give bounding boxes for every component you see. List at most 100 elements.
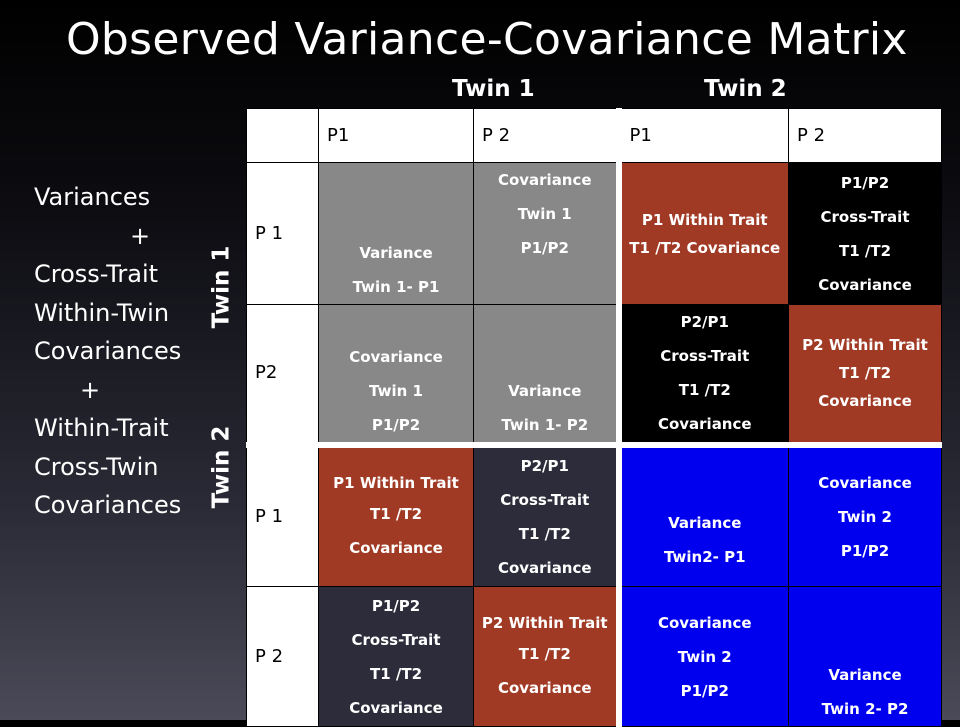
cell-line: Covariance [818, 275, 912, 294]
cell-line: Twin 1 [369, 381, 423, 400]
cell-line: T1 /T2 [369, 504, 423, 523]
row-header-cell: P 1 [246, 441, 319, 587]
row-header-cell: P 2 [246, 586, 319, 727]
cell-line: Variance [508, 381, 582, 400]
cell-text: Variance Twin2- P1 [622, 506, 789, 586]
cell-line: Variance [359, 244, 433, 262]
matrix-cell: P2/P1 Cross-Trait T1 /T2 Covariance [473, 441, 619, 587]
cell-line: Variance [668, 514, 742, 532]
cell-line: Twin 2 [677, 647, 732, 666]
cell-text: P1 Within Trait T1 /T2 Covariance [319, 469, 473, 565]
cell-line: P2 Within Trait [481, 613, 608, 632]
cell-line: Covariance [349, 698, 443, 717]
side-legend-item: Within-Trait [34, 414, 169, 442]
matrix-cell: Covariance Twin 1 P1/P2 [318, 304, 474, 445]
cell-line: Twin 2 [838, 507, 892, 526]
cell-line: P1/P2 [371, 415, 421, 434]
side-legend-plus: + [130, 221, 151, 250]
cell-text: Covariance Twin 1 P1/P2 [319, 340, 473, 442]
cell-text: P2 Within Trait T1 /T2 Covariance [789, 331, 941, 415]
cell-line: P2/P1 [520, 456, 569, 475]
side-legend-plus: + [80, 375, 101, 404]
cell-line: P2 Within Trait [802, 336, 928, 355]
matrix-cell: P1/P2 Cross-Trait T1 /T2 Covariance [788, 162, 942, 305]
cell-line: P1/P2 [520, 239, 569, 257]
cell-text: Variance Twin 2- P2 [789, 658, 941, 726]
cell-line: Covariance [497, 678, 592, 697]
cell-line: P1/P2 [840, 173, 890, 192]
cell-line: T1 /T2 [518, 524, 571, 543]
matrix-cell: P1 Within Trait T1 /T2 Covariance [615, 162, 789, 305]
cell-line: T1 /T2 [369, 664, 423, 683]
cell-text: P2 Within Trait T1 /T2 Covariance [474, 609, 616, 705]
cell-line: T1 /T2 Covariance [818, 364, 912, 411]
matrix-cell: Covariance Twin 2 P1/P2 [615, 586, 789, 727]
matrix-row: P 1 P1 Within Trait T1 /T2 Covariance P2… [246, 441, 942, 587]
cell-line: Covariance [657, 613, 752, 632]
cell-text: Covariance Twin 2 P1/P2 [789, 466, 941, 568]
variance-covariance-matrix: P1 P 2 P1 P 2 P 1 Variance Twin 1- P1 Co… [246, 108, 942, 727]
cell-text: P2/P1 Cross-Trait T1 /T2 Covariance [622, 305, 789, 441]
cell-line: Covariance [497, 558, 592, 577]
side-legend-item: Covariances [34, 491, 182, 519]
cell-line: P1/P2 [680, 681, 729, 700]
cell-line: P1 Within Trait [641, 210, 768, 229]
cell-line: P1 Within Trait [333, 473, 459, 492]
column-group-twin2: Twin 2 [704, 76, 787, 102]
cell-line: T1 /T2 [838, 241, 892, 260]
cell-line: Covariance [818, 473, 912, 492]
cell-line: Twin 2- P2 [821, 700, 909, 718]
cell-text: P1/P2 Cross-Trait T1 /T2 Covariance [319, 589, 473, 725]
slide-title: Observed Variance-Covariance Matrix [66, 14, 908, 65]
side-legend-item: Cross-Trait [34, 260, 159, 288]
cell-line: Cross-Trait [660, 347, 750, 366]
cell-line: Covariance [497, 171, 592, 189]
matrix-cell: P2 Within Trait T1 /T2 Covariance [788, 304, 942, 445]
matrix-cell: P1 Within Trait T1 /T2 Covariance [318, 441, 474, 587]
cell-text: Variance Twin 1- P1 [319, 236, 473, 304]
cell-line: P2/P1 [680, 313, 729, 332]
side-legend: Variances + Cross-Trait Within-Twin Cova… [34, 178, 181, 525]
header-row: P1 P 2 P1 P 2 [246, 108, 942, 163]
column-header-cell: P 2 [473, 108, 619, 163]
cell-line: Cross-Trait [820, 207, 910, 226]
cell-line: T1 /T2 Covariance [629, 238, 781, 257]
cell-line: Covariance [657, 415, 752, 434]
cell-line: Cross-Trait [351, 630, 441, 649]
cell-text: Variance Twin 1- P2 [474, 374, 616, 442]
cell-line: Covariance [349, 347, 443, 366]
matrix-row: P2 Covariance Twin 1 P1/P2 Variance Twin… [246, 304, 942, 445]
cell-line: T1 /T2 [518, 644, 571, 663]
corner-cell [246, 108, 319, 163]
matrix-cell: Variance Twin 1- P1 [318, 162, 474, 305]
matrix-cell: P2/P1 Cross-Trait T1 /T2 Covariance [615, 304, 789, 445]
cell-line: P1/P2 [840, 541, 890, 560]
column-header-cell: P1 [318, 108, 474, 163]
matrix-cell: Variance Twin 1- P2 [473, 304, 619, 445]
matrix-row: P 2 P1/P2 Cross-Trait T1 /T2 Covariance … [246, 586, 942, 727]
row-group-twin1: Twin 1 [208, 245, 235, 329]
cell-line: Twin2- P1 [663, 548, 746, 566]
matrix-cell: Covariance Twin 1 P1/P2 [473, 162, 619, 305]
cell-text: P2/P1 Cross-Trait T1 /T2 Covariance [474, 449, 616, 585]
cell-line: Twin 1 [517, 205, 572, 223]
matrix-cell: Variance Twin 2- P2 [788, 586, 942, 727]
cell-line: P1/P2 [371, 596, 421, 615]
matrix-cell: P2 Within Trait T1 /T2 Covariance [473, 586, 619, 727]
column-group-twin1: Twin 1 [452, 76, 535, 102]
cell-line: Twin 1- P1 [352, 278, 440, 296]
row-header-cell: P 1 [246, 162, 319, 305]
side-legend-item: Covariances [34, 337, 182, 365]
matrix-cell: Variance Twin2- P1 [615, 441, 789, 587]
side-legend-item: Within-Twin [34, 298, 170, 327]
row-header-cell: P2 [246, 304, 319, 445]
cell-line: Cross-Trait [500, 490, 590, 509]
matrix-cell: P1/P2 Cross-Trait T1 /T2 Covariance [318, 586, 474, 727]
cell-line: Covariance [349, 538, 443, 557]
side-legend-item: Cross-Twin [34, 452, 159, 481]
side-legend-item: Variances [34, 183, 151, 211]
cell-line: T1 /T2 [678, 381, 731, 400]
cell-text: P1/P2 Cross-Trait T1 /T2 Covariance [789, 166, 941, 302]
cell-text: Covariance Twin 1 P1/P2 [474, 163, 616, 265]
cell-line: Twin 1- P2 [501, 415, 589, 434]
